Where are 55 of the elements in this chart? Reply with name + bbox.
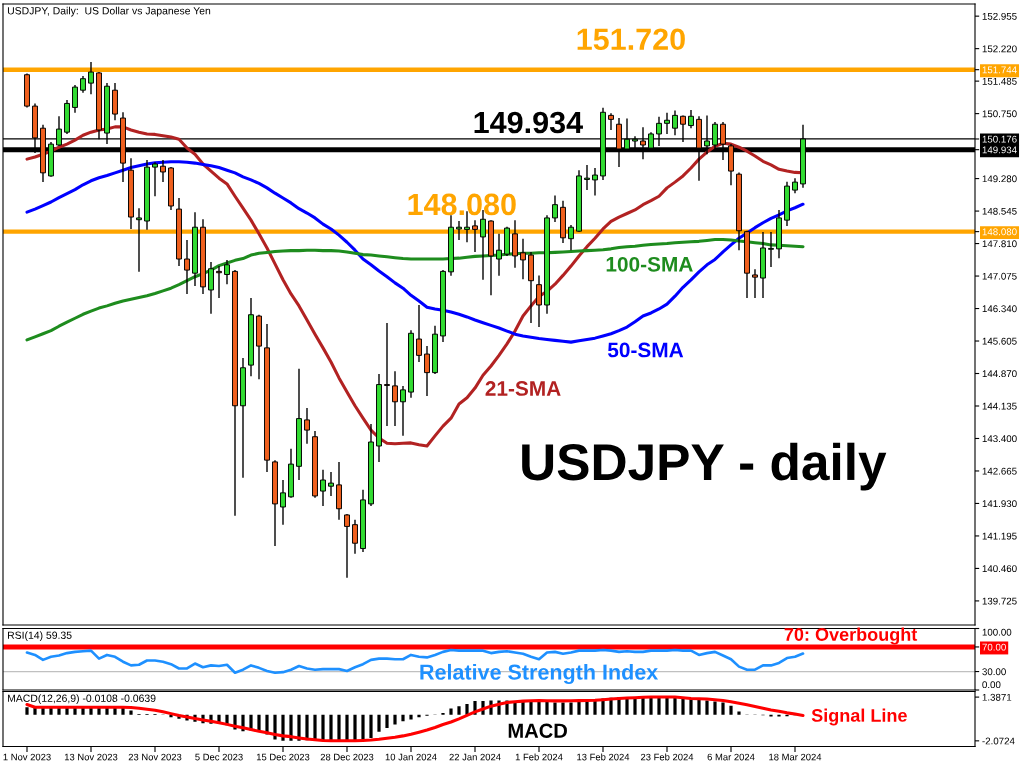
x-tick-label: 15 Dec 2023 (256, 753, 310, 761)
x-tick-label: 10 Jan 2024 (385, 753, 437, 761)
y-tick-label: 147.075 (982, 272, 1017, 280)
y-tick-label: 145.605 (982, 337, 1017, 345)
y-tick-label: 147.810 (982, 240, 1017, 248)
chart-title: RSI(14) 59.35 (8, 631, 72, 641)
y-tick-label: 148.080 (982, 228, 1017, 236)
annotation: USDJPY - daily (522, 442, 887, 491)
ref-line-label: 70: Overbought (784, 627, 918, 645)
x-tick-label: 18 Mar 2024 (769, 753, 822, 761)
x-tick-label: 13 Feb 2024 (577, 753, 630, 761)
series-label: 50-SMA (607, 342, 684, 358)
chart-title: USDJPY, Daily: US Dollar vs Japanese Yen (7, 6, 211, 17)
y-tick-label: 152.955 (982, 12, 1017, 20)
y-tick-label: 151.744 (982, 66, 1017, 74)
y-tick-label: 152.220 (982, 45, 1017, 53)
annotation: 151.720 (577, 28, 685, 51)
y-tick-label: 142.665 (982, 467, 1017, 475)
ref-line-label: 149.934 (474, 111, 583, 134)
x-tick-label: 23 Nov 2023 (128, 753, 182, 761)
y-tick-label: 146.340 (982, 305, 1017, 313)
series-label: Relative Strength Index (420, 663, 659, 685)
y-tick-label: 151.485 (982, 77, 1017, 85)
series-label: 21-SMA (485, 381, 561, 396)
series-label: 100-SMA (606, 256, 693, 272)
y-tick-label: 100.00 (982, 628, 1012, 636)
y-tick-label: 148.545 (982, 207, 1017, 215)
y-tick-label: 150.176 (982, 135, 1017, 143)
x-tick-label: 1 Feb 2024 (515, 753, 563, 761)
y-tick-label: 144.870 (982, 370, 1017, 378)
x-tick-label: 5 Dec 2023 (195, 753, 243, 761)
y-tick-label: 141.195 (982, 532, 1017, 540)
x-tick-label: 6 Mar 2024 (707, 753, 755, 761)
y-tick-label: 140.460 (982, 565, 1017, 573)
y-tick-label: 141.930 (982, 500, 1017, 508)
y-tick-label: 149.280 (982, 175, 1017, 183)
series-label: MACD (508, 723, 567, 738)
y-tick-label: -2.0724 (982, 737, 1015, 745)
series-label: Signal Line (811, 708, 907, 726)
ref-line-label: 148.080 (408, 193, 516, 216)
y-tick-label: 149.934 (982, 146, 1017, 154)
x-tick-label: 28 Dec 2023 (320, 753, 374, 761)
y-tick-label: 144.135 (982, 402, 1017, 410)
x-tick-label: 1 Nov 2023 (3, 753, 51, 761)
y-tick-label: 143.400 (982, 435, 1017, 443)
y-tick-label: 30.00 (982, 668, 1006, 676)
y-tick-label: 150.750 (982, 110, 1017, 118)
x-tick-label: 23 Feb 2024 (640, 753, 694, 761)
y-tick-label: 70.00 (982, 643, 1006, 651)
y-tick-label: 139.725 (982, 597, 1017, 605)
y-tick-label: 1.3871 (982, 693, 1012, 701)
y-tick-label: 0.00 (982, 681, 1001, 689)
chart-title: MACD(12,26,9) -0.0108 -0.0639 (8, 694, 156, 704)
x-tick-label: 22 Jan 2024 (449, 753, 501, 761)
x-tick-label: 13 Nov 2023 (64, 753, 118, 761)
